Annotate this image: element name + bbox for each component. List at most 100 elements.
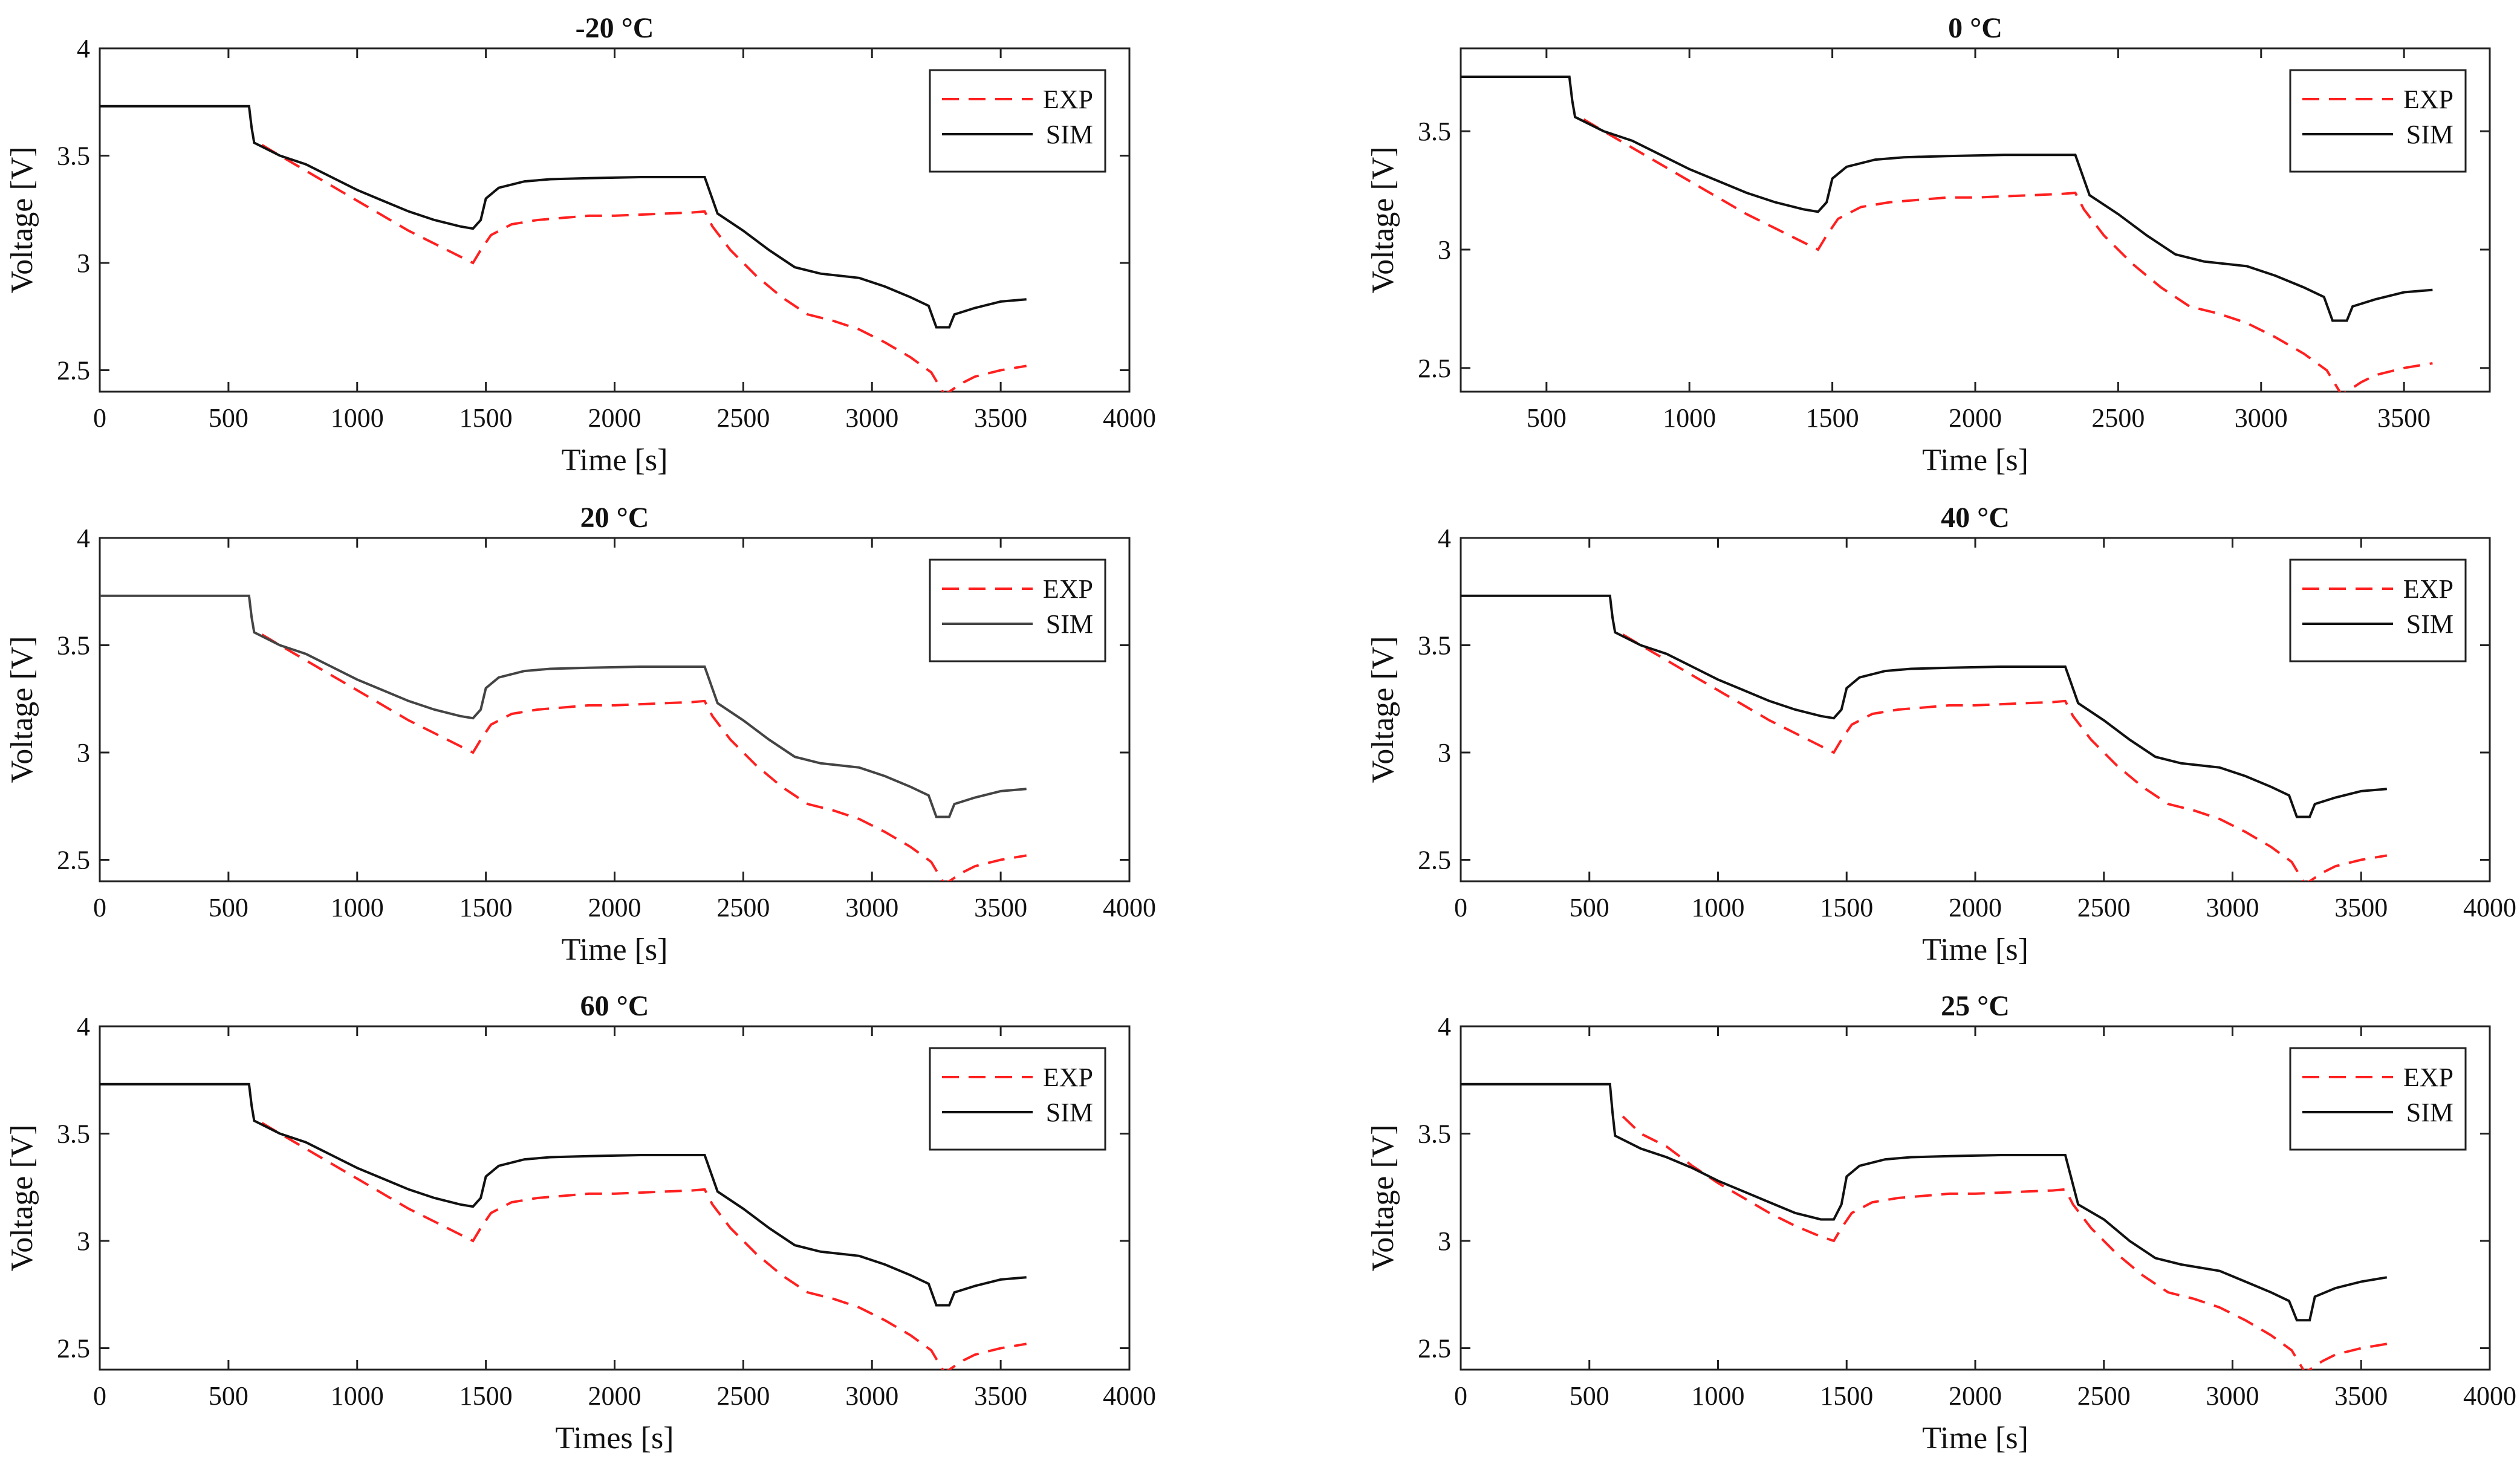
- legend-label-exp: EXP: [2403, 574, 2453, 604]
- y-tick-label: 3.5: [57, 141, 90, 171]
- x-tick-label: 2500: [716, 1381, 770, 1411]
- x-tick-label: 2500: [2077, 893, 2131, 922]
- legend-label-sim: SIM: [2406, 609, 2453, 639]
- y-tick-label: 3: [1438, 1226, 1451, 1256]
- x-tick-label: 3000: [2206, 1381, 2259, 1411]
- x-tick-label: 3000: [845, 893, 898, 922]
- x-tick-label: 500: [209, 403, 248, 433]
- y-tick-label: 4: [1438, 1012, 1451, 1041]
- y-axis-label: Voltage [V]: [1366, 1124, 1400, 1271]
- y-tick-label: 4: [77, 34, 90, 63]
- series-line-exp: [261, 633, 1027, 881]
- x-tick-label: 2500: [716, 403, 770, 433]
- series-line-exp: [1583, 118, 2433, 392]
- chart-panel: 500 1000 1500 2000 2500 3000 3500 2.5 3 3.5 0 °C Ti…: [1366, 12, 2491, 478]
- x-tick-label: 0: [93, 893, 106, 922]
- legend: EXP SIM: [2289, 69, 2467, 173]
- x-tick-label: 3000: [2206, 893, 2259, 922]
- y-axis-label: Voltage [V]: [5, 636, 39, 783]
- y-tick-label: 2.5: [1418, 354, 1451, 383]
- series-line-sim: [100, 1083, 1027, 1307]
- x-tick-label: 500: [1570, 893, 1609, 922]
- legend-label-sim: SIM: [1046, 1098, 1093, 1127]
- y-tick-label: 3.5: [1418, 117, 1451, 146]
- legend-label-exp: EXP: [1043, 574, 1093, 604]
- y-tick-label: 2.5: [57, 1334, 90, 1364]
- x-tick-label: 2000: [1949, 893, 2002, 922]
- x-axis-label: Time [s]: [1922, 443, 2028, 478]
- x-axis-label: Times [s]: [555, 1421, 674, 1455]
- legend-box: [929, 1047, 1106, 1151]
- x-tick-label: 500: [209, 893, 248, 922]
- x-tick-label: 2000: [1949, 1381, 2002, 1411]
- x-tick-label: 3000: [845, 403, 898, 433]
- legend: EXP SIM: [929, 69, 1106, 173]
- x-tick-label: 4000: [2463, 893, 2516, 922]
- legend-box: [2289, 69, 2467, 173]
- legend-label-sim: SIM: [2406, 120, 2453, 149]
- y-tick-label: 4: [77, 523, 90, 553]
- y-tick-label: 3: [1438, 235, 1451, 265]
- chart-panel: 0 500 1000 1500 2000 2500 3000 3500 4000 2.5 3 3.5 4…: [5, 12, 1156, 478]
- y-tick-label: 2.5: [1418, 1334, 1451, 1364]
- x-tick-label: 3500: [2334, 893, 2388, 922]
- x-tick-label: 1000: [331, 893, 384, 922]
- x-tick-label: 3500: [2377, 403, 2431, 433]
- y-tick-label: 3.5: [57, 631, 90, 661]
- x-tick-label: 2000: [588, 403, 641, 433]
- chart-title: -20 °C: [576, 12, 654, 44]
- x-tick-label: 0: [93, 403, 106, 433]
- x-axis-label: Time [s]: [562, 933, 668, 967]
- chart-title: 25 °C: [1941, 990, 2010, 1022]
- x-tick-label: 500: [1570, 1381, 1609, 1411]
- chart-panel: 0 500 1000 1500 2000 2500 3000 3500 4000 2.5 3 3.5 4…: [5, 502, 1156, 967]
- x-tick-label: 0: [93, 1381, 106, 1411]
- legend: EXP SIM: [929, 1047, 1106, 1151]
- legend-box: [2289, 558, 2467, 662]
- chart-title: 20 °C: [580, 502, 649, 534]
- x-tick-label: 0: [1454, 893, 1467, 922]
- legend-box: [929, 558, 1106, 662]
- series-line-sim: [100, 105, 1027, 329]
- x-tick-label: 1500: [460, 893, 513, 922]
- x-tick-label: 2000: [588, 1381, 641, 1411]
- x-axis-label: Time [s]: [1922, 933, 2028, 967]
- x-tick-label: 1500: [1820, 1381, 1873, 1411]
- y-tick-label: 3.5: [1418, 631, 1451, 661]
- x-tick-label: 4000: [1103, 893, 1156, 922]
- legend: EXP SIM: [2289, 1047, 2467, 1151]
- series-line-exp: [261, 144, 1027, 392]
- series-line-sim: [1461, 594, 2387, 818]
- x-tick-label: 3500: [974, 1381, 1027, 1411]
- x-tick-label: 1500: [1806, 403, 1859, 433]
- legend-label-exp: EXP: [1043, 1063, 1093, 1092]
- x-tick-label: 1000: [331, 403, 384, 433]
- y-tick-label: 3: [1438, 738, 1451, 768]
- chart-panel: 0 500 1000 1500 2000 2500 3000 3500 4000 2.5 3 3.5 4…: [1366, 502, 2516, 967]
- x-tick-label: 3500: [2334, 1381, 2388, 1411]
- legend-label-sim: SIM: [1046, 120, 1093, 149]
- y-tick-label: 2.5: [1418, 846, 1451, 875]
- x-tick-label: 3500: [974, 893, 1027, 922]
- y-tick-label: 2.5: [57, 356, 90, 386]
- x-tick-label: 3000: [845, 1381, 898, 1411]
- y-tick-label: 4: [1438, 523, 1451, 553]
- series-line-sim: [100, 594, 1027, 818]
- x-tick-label: 2500: [716, 893, 770, 922]
- x-tick-label: 2000: [1949, 403, 2002, 433]
- chart-panel: 0 500 1000 1500 2000 2500 3000 3500 4000 2.5 3 3.5 4…: [1366, 990, 2516, 1455]
- legend-label-sim: SIM: [2406, 1098, 2453, 1127]
- y-tick-label: 3: [77, 1226, 90, 1256]
- y-axis-label: Voltage [V]: [1366, 146, 1400, 293]
- y-tick-label: 3.5: [57, 1119, 90, 1149]
- chart-title: 40 °C: [1941, 502, 2010, 534]
- legend-label-exp: EXP: [1043, 85, 1093, 114]
- x-tick-label: 3500: [974, 403, 1027, 433]
- chart-title: 60 °C: [580, 990, 649, 1022]
- x-tick-label: 1500: [460, 403, 513, 433]
- legend-box: [2289, 1047, 2467, 1151]
- y-tick-label: 3: [77, 248, 90, 278]
- x-tick-label: 2500: [2077, 1381, 2131, 1411]
- series-line-exp: [1622, 633, 2388, 881]
